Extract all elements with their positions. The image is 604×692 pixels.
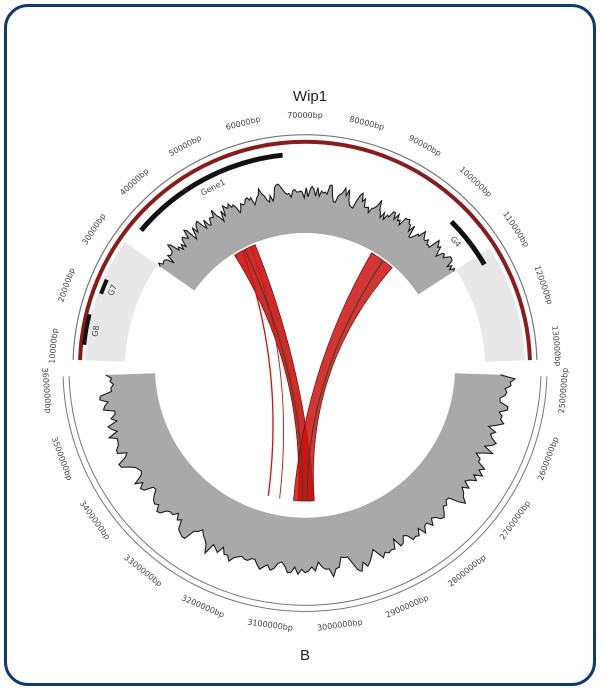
tick-label: 2900000bp [384,593,430,619]
gene1-bar [139,152,283,233]
tick-label: 3600000bp [40,367,53,413]
tick-label: 30000bp [80,212,107,247]
tick-label: 60000bp [225,114,262,131]
top-red-track [78,139,532,361]
left-faint-segment [85,241,158,363]
signal-track [99,183,517,578]
tick-label: 3200000bp [180,593,226,619]
top-chromosome-label: Wip1 [293,88,327,105]
g4-bar [449,219,487,266]
right-faint-segment [455,248,525,363]
tick-label: 120000bp [533,264,555,305]
outer-rings [62,134,548,612]
ribbon-right [293,252,393,502]
link-ribbons [234,244,393,502]
tick-label: 2800000bp [446,553,487,589]
tick-label: 2500000bp [557,367,570,413]
link-thread [244,249,304,501]
tick-label: 10000bp [47,328,59,364]
top-signal-fill [158,184,455,295]
gene-label: G8 [90,325,101,338]
bottom-signal-fill [99,373,515,577]
bottom-outer-ring [62,376,548,612]
bottom-inner-ring [68,376,542,606]
tick-label: 3300000bp [122,553,163,589]
tick-label: 40000bp [118,167,150,198]
thin-link-2 [250,246,285,499]
tick-label: 130000bp [550,325,563,366]
bottom-signal-line [99,374,517,578]
tick-label: 3500000bp [50,436,74,482]
bottom-chromosome-label: B [300,647,310,664]
tick-label: 70000bp [287,111,323,120]
tick-label: 3400000bp [78,499,112,541]
tick-label: 3100000bp [247,618,294,633]
g7-bar [99,278,109,295]
gene-label: G7 [106,283,119,297]
top-outer-ring [72,134,538,360]
g8-bar [82,313,92,346]
tick-label: 90000bp [407,133,443,158]
tick-label: 20000bp [56,267,76,304]
tick-label: 100000bp [458,165,494,199]
top-signal-line [157,183,456,272]
tick-label: 50000bp [167,133,203,158]
link-thread [306,260,384,501]
tick-label: 2600000bp [536,436,560,482]
tick-label: 80000bp [348,114,385,131]
tick-label: 3000000bp [317,618,364,633]
gene-label: G4 [448,234,462,248]
thin-link [241,250,274,496]
tick-label: 110000bp [501,210,531,249]
tick-label: 2700000bp [498,499,532,541]
